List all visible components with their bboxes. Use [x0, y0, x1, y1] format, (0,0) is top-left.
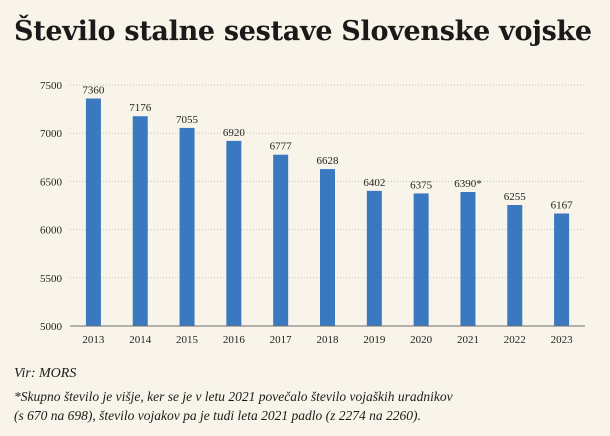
x-tick-label: 2013 [82, 334, 105, 346]
y-tick-label: 5000 [40, 321, 63, 333]
bar [366, 190, 382, 326]
bar [507, 205, 523, 326]
bar [273, 154, 289, 326]
x-tick-label: 2021 [457, 334, 479, 346]
bar [226, 140, 242, 326]
x-tick-label: 2016 [223, 334, 246, 346]
x-tick-label: 2023 [551, 334, 574, 346]
x-tick-label: 2020 [410, 334, 433, 346]
data-label: 6920 [223, 127, 246, 139]
bar [320, 169, 335, 326]
data-label: 6167 [551, 200, 574, 212]
x-tick-label: 2022 [504, 334, 526, 346]
bar [132, 116, 148, 326]
y-tick-label: 7500 [40, 80, 63, 92]
x-tick-label: 2019 [363, 334, 386, 346]
y-tick-label: 6500 [40, 176, 63, 188]
data-label: 6777 [270, 141, 293, 153]
data-label: 6628 [317, 155, 340, 167]
data-label: 6375 [410, 179, 433, 191]
y-tick-label: 7000 [40, 128, 63, 140]
bars [85, 98, 570, 326]
x-tick-label: 2015 [176, 334, 199, 346]
data-label: 6402 [363, 177, 385, 189]
y-axis-ticks: 5000 5500 6000 6500 7000 7500 [40, 80, 63, 333]
x-tick-label: 2018 [317, 334, 340, 346]
x-tick-label: 2017 [270, 334, 293, 346]
footnote-line-2: (s 670 na 698), število vojakov pa je tu… [14, 408, 421, 423]
y-tick-label: 6000 [40, 225, 63, 237]
bar [85, 98, 101, 326]
bar [460, 192, 476, 326]
data-labels: 7360 7176 7055 6920 6777 6628 6402 6375 6390* 625… [82, 84, 573, 211]
data-label: 7176 [129, 102, 152, 114]
data-label: 6390* [454, 178, 482, 190]
bar-chart: 5000 5500 6000 6500 7000 7500 7360 7176 7055 692… [40, 80, 585, 346]
bar [413, 193, 429, 326]
y-tick-label: 5500 [40, 273, 63, 285]
data-label: 6255 [504, 191, 527, 203]
gridlines [70, 84, 585, 279]
bar [554, 213, 570, 326]
x-axis-ticks: 2013 2014 2015 2016 2017 2018 2019 2020 2021 2022… [82, 334, 573, 346]
x-tick-label: 2014 [129, 334, 152, 346]
data-label: 7360 [82, 84, 105, 96]
footnote-line-1: *Skupno število je višje, ker se je v le… [14, 389, 453, 404]
source-text: Vir: MORS [14, 366, 77, 381]
data-label: 7055 [176, 114, 199, 126]
chart-title: Število stalne sestave Slovenske vojske [14, 16, 592, 47]
bar [179, 127, 195, 326]
